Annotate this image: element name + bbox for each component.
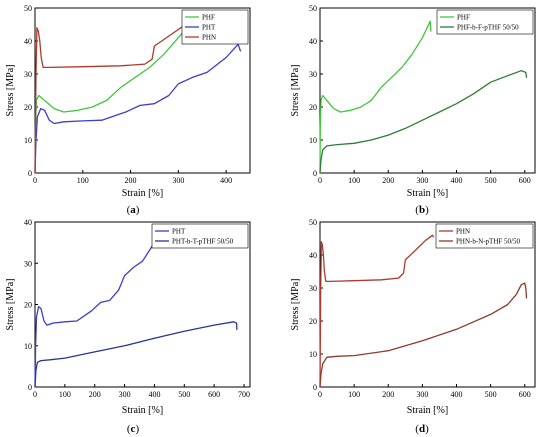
y-tick-label: 0 xyxy=(28,169,32,178)
series-line-phf xyxy=(319,20,432,174)
plot-frame xyxy=(319,7,536,174)
y-axis-label: Stress [MPa] xyxy=(290,65,301,117)
x-tick-label: 600 xyxy=(208,390,220,399)
chart-panel-d: 0 100 200 300 400 500 600 0 10 20 30 40 50 Strain [%]… xyxy=(290,218,536,435)
y-tick-label: 0 xyxy=(313,383,317,392)
panel-label: (a) xyxy=(127,204,140,216)
x-tick-label: 300 xyxy=(172,176,184,185)
chart-panel-b: 0 100 200 300 400 500 600 0 10 20 30 40 50 Strain [%]… xyxy=(290,4,536,216)
y-tick-label: 50 xyxy=(309,4,317,13)
legend-entry: PHN xyxy=(202,34,216,42)
y-tick-label: 10 xyxy=(309,350,317,359)
series-line-pht xyxy=(34,225,164,388)
x-tick-label: 0 xyxy=(33,390,37,399)
legend: PHN PHN-b-N-pTHF 50/50 xyxy=(435,223,534,249)
legend-entry: PHN xyxy=(456,228,470,236)
x-tick-label: 200 xyxy=(382,176,394,185)
x-tick-label: 100 xyxy=(59,390,71,399)
y-tick-label: 10 xyxy=(309,136,317,145)
y-tick-label: 20 xyxy=(24,103,32,112)
y-tick-label: 40 xyxy=(24,218,32,227)
y-tick-label: 20 xyxy=(24,301,32,310)
legend-entry: PHF xyxy=(457,14,470,22)
series-line-phn xyxy=(319,234,434,388)
y-tick-label: 40 xyxy=(24,37,32,46)
y-tick-label: 50 xyxy=(24,4,32,13)
y-tick-label: 20 xyxy=(309,317,317,326)
legend: PHT PHT-b-T-pTHF 50/50 xyxy=(151,223,249,249)
x-tick-label: 400 xyxy=(451,176,463,185)
x-tick-label: 0 xyxy=(318,390,322,399)
x-tick-label: 600 xyxy=(519,390,531,399)
x-axis-label: Strain [%] xyxy=(122,405,163,416)
x-tick-label: 200 xyxy=(89,390,101,399)
series-line-phn-b-n-pthf-50-50 xyxy=(319,282,528,388)
legend: PHF PHF-b-F-pTHF 50/50 xyxy=(436,9,534,35)
x-tick-label: 100 xyxy=(348,176,360,185)
y-axis-label: Stress [MPa] xyxy=(5,65,16,117)
legend-entry: PHN-b-N-pTHF 50/50 xyxy=(456,238,520,246)
x-tick-label: 400 xyxy=(148,390,160,399)
legend-entry: PHF xyxy=(202,14,215,22)
legend-entry: PHT-b-T-pTHF 50/50 xyxy=(172,238,234,246)
y-tick-label: 30 xyxy=(24,70,32,79)
x-tick-label: 500 xyxy=(485,390,497,399)
x-axis-label: Strain [%] xyxy=(407,188,448,199)
y-axis-label: Stress [MPa] xyxy=(290,279,301,331)
x-tick-label: 300 xyxy=(416,390,428,399)
plot-frame xyxy=(34,7,251,174)
legend-entry: PHF-b-F-pTHF 50/50 xyxy=(457,24,519,32)
y-tick-label: 30 xyxy=(24,259,32,268)
x-tick-label: 0 xyxy=(318,176,322,185)
y-axis-label: Stress [MPa] xyxy=(5,279,16,331)
chart-panel-c: 0 100 200 300 400 500 600 700 0 10 20 30 40 Strain [%… xyxy=(5,218,251,435)
legend-box xyxy=(436,9,534,35)
legend-box xyxy=(435,223,534,249)
x-tick-label: 300 xyxy=(119,390,131,399)
x-tick-label: 500 xyxy=(178,390,190,399)
x-axis-label: Strain [%] xyxy=(407,405,448,416)
x-tick-label: 100 xyxy=(77,176,89,185)
x-tick-label: 0 xyxy=(33,176,37,185)
y-tick-label: 0 xyxy=(28,383,32,392)
series-line-phn xyxy=(34,20,195,174)
x-axis-label: Strain [%] xyxy=(122,188,163,199)
x-tick-label: 600 xyxy=(519,176,531,185)
legend-entry: PHT xyxy=(172,228,186,236)
y-tick-label: 20 xyxy=(309,103,317,112)
y-tick-label: 10 xyxy=(24,342,32,351)
series-line-phf xyxy=(34,20,195,174)
y-tick-label: 0 xyxy=(313,169,317,178)
series-line-phf-b-f-pthf-50-50 xyxy=(319,70,528,174)
panel-label: (d) xyxy=(415,423,429,435)
panel-label: (b) xyxy=(415,204,429,216)
chart-panel-a: 0 100 200 300 400 0 10 20 30 40 50 Strain [%] Stress… xyxy=(5,4,251,216)
y-tick-label: 40 xyxy=(309,251,317,260)
y-tick-label: 30 xyxy=(309,70,317,79)
x-tick-label: 400 xyxy=(220,176,232,185)
x-tick-label: 300 xyxy=(416,176,428,185)
x-tick-label: 100 xyxy=(348,390,360,399)
y-tick-label: 50 xyxy=(309,218,317,227)
x-tick-label: 500 xyxy=(485,176,497,185)
x-tick-label: 200 xyxy=(382,390,394,399)
y-tick-label: 30 xyxy=(309,284,317,293)
legend-entry: PHT xyxy=(202,24,216,32)
series-line-pht-b-t-pthf-50-50 xyxy=(34,321,238,388)
y-tick-label: 40 xyxy=(309,37,317,46)
x-tick-label: 700 xyxy=(238,390,250,399)
panel-label: (c) xyxy=(127,423,140,435)
legend: PHF PHT PHN xyxy=(181,9,249,45)
x-tick-label: 200 xyxy=(125,176,137,185)
x-tick-label: 400 xyxy=(451,390,463,399)
legend-box xyxy=(151,223,249,249)
y-tick-label: 10 xyxy=(24,136,32,145)
series-line-pht xyxy=(34,43,242,174)
